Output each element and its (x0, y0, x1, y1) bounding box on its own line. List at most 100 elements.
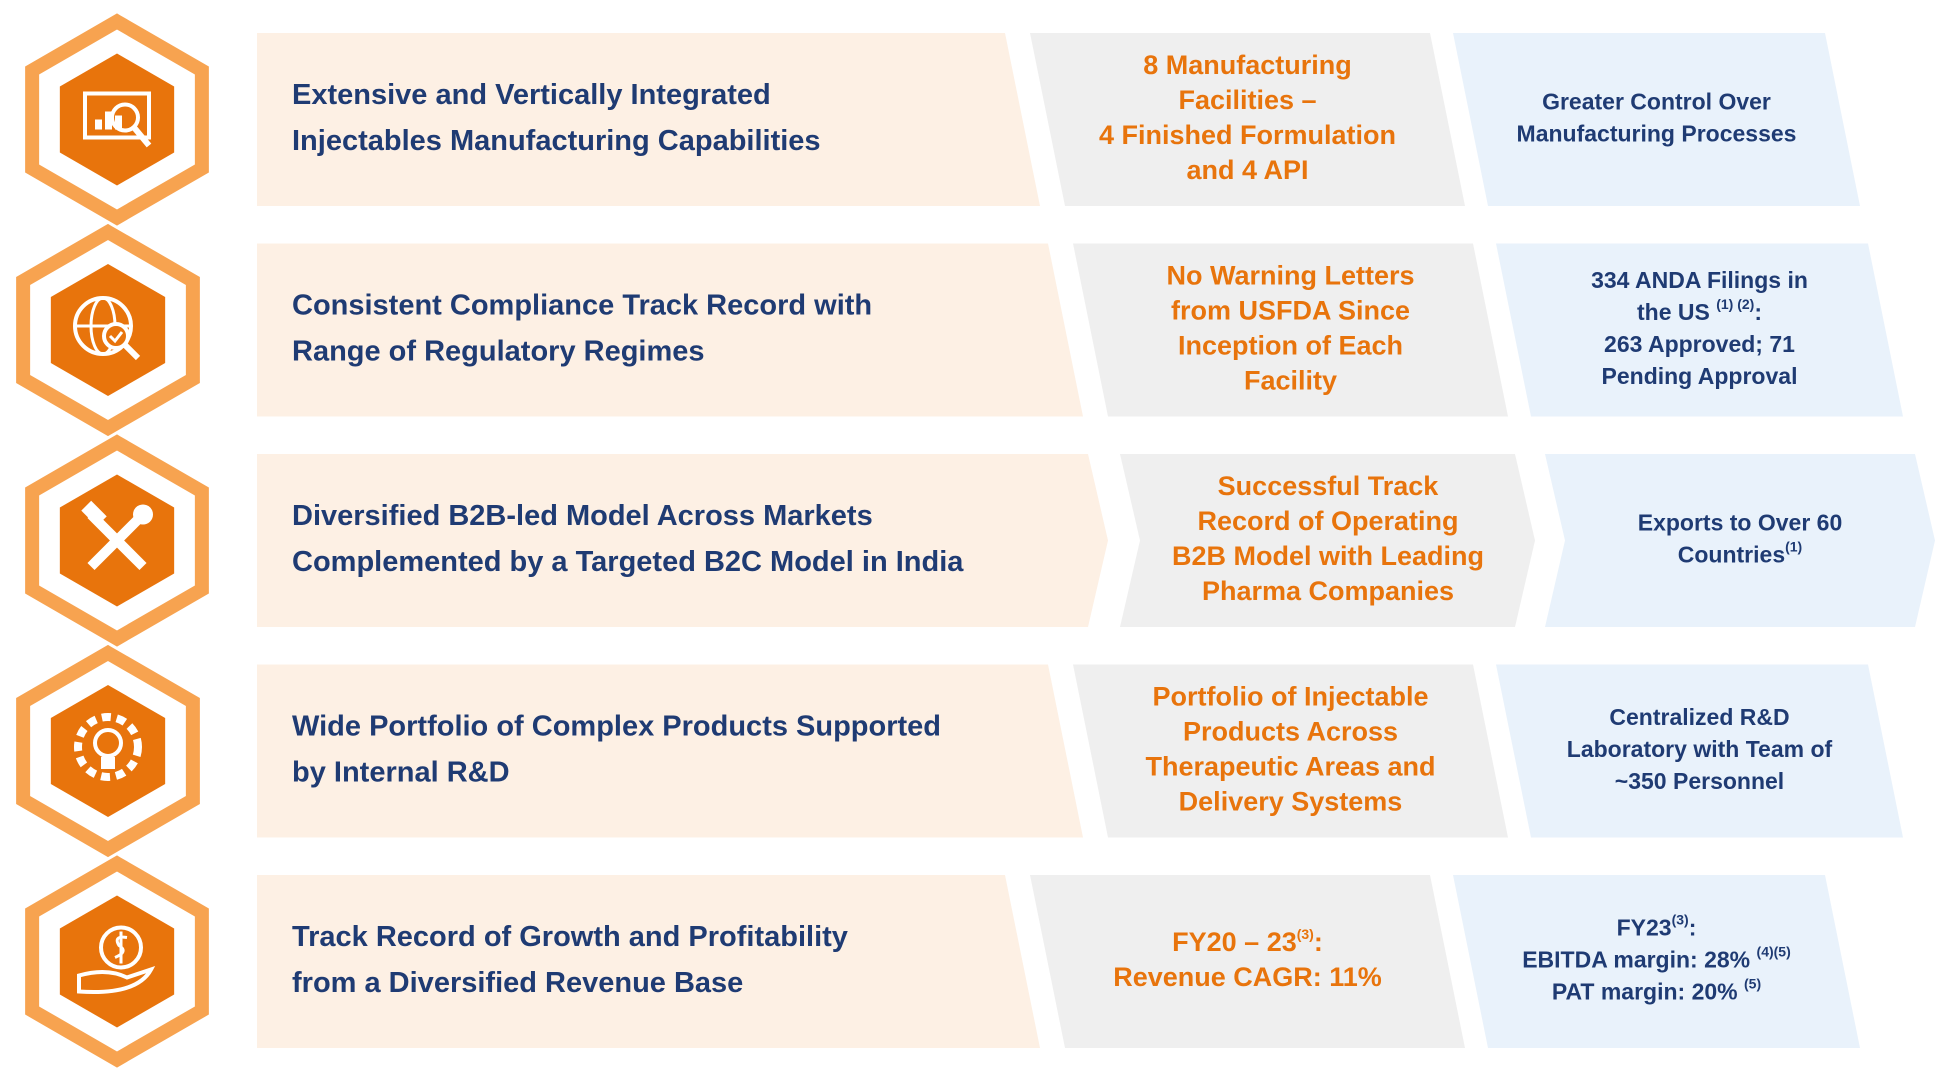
highlight-line: Facility (1244, 366, 1337, 396)
highlight-panel (1120, 454, 1535, 627)
outcome-line: FY23(3): (1617, 911, 1697, 940)
highlight-panel (1030, 33, 1465, 206)
icon-part (108, 331, 124, 344)
outcome-text: Laboratory with Team of (1567, 736, 1833, 762)
highlight-line: B2B Model with Leading (1172, 541, 1484, 571)
icon-part (114, 931, 128, 964)
outcome-line: Exports to Over 60 (1638, 510, 1843, 536)
highlight-text: Successful Track (1218, 471, 1440, 501)
highlight-line: FY20 – 23(3): (1172, 926, 1323, 957)
strength-text: Wide Portfolio of Complex Products Suppo… (292, 711, 941, 743)
outcome-panel (1545, 454, 1935, 627)
strength-panel (257, 33, 1040, 206)
icon-part (131, 125, 152, 148)
outcome-text: Centralized R&D (1609, 704, 1789, 730)
highlight-text: Delivery Systems (1179, 787, 1403, 817)
outcome-text: ~350 Personnel (1615, 768, 1784, 794)
strength-panel (257, 454, 1108, 627)
strength-text: Complemented by a Targeted B2C Model in … (292, 546, 964, 578)
outcome-line: 334 ANDA Filings in (1591, 267, 1808, 293)
outcome-text: : (1754, 299, 1762, 325)
icon-part (83, 91, 151, 140)
outcome-text: Pending Approval (1602, 363, 1798, 389)
highlight-panel (1030, 875, 1465, 1048)
icon-part (105, 111, 112, 130)
outcome-line: Pending Approval (1602, 363, 1798, 389)
highlight-text: 8 Manufacturing (1143, 50, 1352, 80)
row: Diversified B2B-led Model Across Markets… (25, 434, 1935, 647)
outcome-line: the US (1) (2): (1637, 296, 1762, 325)
highlight-panel (1073, 664, 1508, 838)
highlight-line: Facilities – (1178, 85, 1316, 115)
icon-part (102, 322, 130, 350)
outcome-text: EBITDA margin: 28% (1522, 947, 1756, 973)
icon-part (87, 510, 147, 571)
row: Extensive and Vertically Integrated Injec… (25, 13, 1860, 226)
icon-part (95, 119, 102, 130)
icon-part (77, 966, 156, 994)
outcome-line: Greater Control Over (1542, 89, 1771, 115)
highlight-line: Delivery Systems (1179, 787, 1403, 817)
highlight-line: Successful Track (1218, 471, 1440, 501)
outcome-text: 334 ANDA Filings in (1591, 267, 1808, 293)
superscript: (1) (1785, 538, 1802, 554)
superscript: (3) (1672, 911, 1689, 927)
highlight-line: Pharma Companies (1202, 576, 1454, 606)
outcome-line: EBITDA margin: 28% (4)(5) (1522, 943, 1791, 972)
highlight-line: Portfolio of Injectable (1152, 682, 1428, 712)
highlight-text: : (1314, 927, 1323, 957)
highlight-text: B2B Model with Leading (1172, 541, 1484, 571)
icon-part (115, 115, 122, 130)
highlight-text: Facility (1244, 366, 1337, 396)
hex-outline (16, 223, 200, 437)
highlight-text: Record of Operating (1197, 506, 1458, 536)
superscript: (3) (1297, 926, 1314, 942)
strength-text: Diversified B2B-led Model Across Markets (292, 500, 873, 532)
highlight-line: from USFDA Since (1171, 296, 1410, 326)
outcome-text: PAT margin: 20% (1552, 979, 1744, 1005)
highlight-text: Products Across (1183, 717, 1398, 747)
highlight-line: and 4 API (1186, 155, 1308, 185)
highlight-text: Revenue CAGR: 11% (1113, 962, 1382, 992)
icon-hexagon (50, 685, 166, 817)
outcome-panel (1496, 243, 1903, 417)
outcome-text: Manufacturing Processes (1517, 121, 1797, 147)
highlight-text: Therapeutic Areas and (1145, 752, 1435, 782)
icon-part (74, 713, 142, 781)
row: Wide Portfolio of Complex Products Suppo… (16, 644, 1903, 858)
hex-outline (25, 434, 209, 647)
icon-part (101, 757, 115, 769)
outcome-line: 263 Approved; 71 (1604, 331, 1795, 357)
superscript: (1) (2) (1716, 296, 1754, 312)
highlight-line: 8 Manufacturing (1143, 50, 1352, 80)
icon-part (122, 342, 141, 361)
outcome-line: Centralized R&D (1609, 704, 1789, 730)
highlight-text: No Warning Letters (1166, 261, 1414, 291)
hex-outline (25, 855, 209, 1068)
strength-text: Extensive and Vertically Integrated (292, 79, 771, 111)
highlight-text: FY20 – 23 (1172, 927, 1297, 957)
icon-hexagon (59, 895, 175, 1028)
strength-text: by Internal R&D (292, 757, 510, 789)
outcome-panel (1453, 875, 1860, 1048)
highlight-line: Revenue CAGR: 11% (1113, 962, 1382, 992)
highlight-line: No Warning Letters (1166, 261, 1414, 291)
outcome-line: ~350 Personnel (1615, 768, 1784, 794)
strength-text: Injectables Manufacturing Capabilities (292, 125, 821, 157)
hex-outline (25, 13, 209, 226)
highlight-line: Inception of Each (1178, 331, 1403, 361)
icon-part (110, 102, 140, 133)
outcome-text: Countries (1678, 542, 1785, 568)
strength-text: Track Record of Growth and Profitability (292, 921, 848, 953)
outcome-text: Greater Control Over (1542, 89, 1771, 115)
strength-panel (257, 243, 1083, 417)
outcome-line: Laboratory with Team of (1567, 736, 1833, 762)
highlight-panel (1073, 243, 1508, 417)
highlight-text: Pharma Companies (1202, 576, 1454, 606)
highlight-line: Products Across (1183, 717, 1398, 747)
icon-part (81, 500, 107, 527)
icon-part (99, 925, 143, 970)
outcome-line: PAT margin: 20% (5) (1552, 975, 1761, 1004)
highlight-text: and 4 API (1186, 155, 1308, 185)
